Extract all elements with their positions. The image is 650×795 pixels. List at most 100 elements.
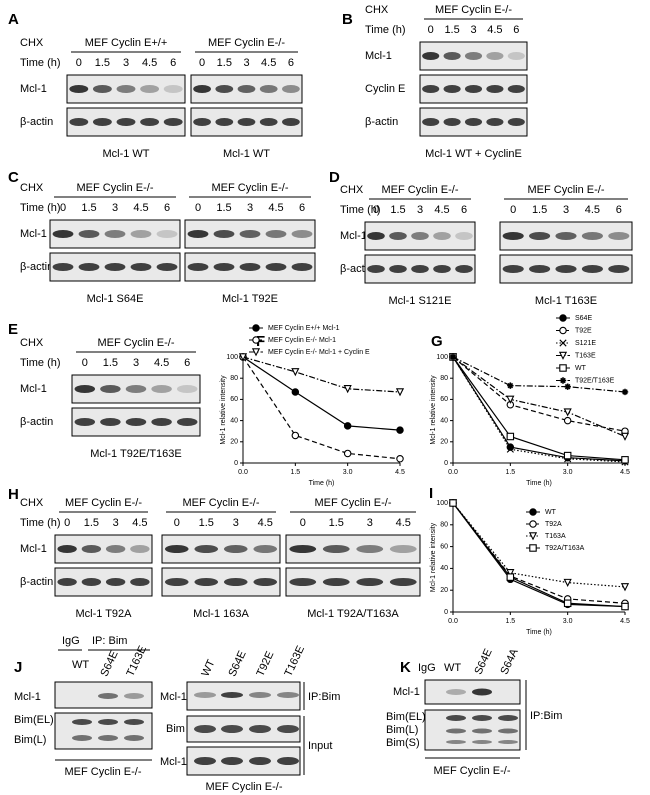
band <box>498 740 518 744</box>
series-line <box>452 356 626 393</box>
lane-label: 6 <box>184 357 190 369</box>
band <box>98 693 118 699</box>
x-axis-label: Time (h) <box>526 629 552 636</box>
band <box>187 230 209 238</box>
x-tick-label: 3.0 <box>343 469 353 476</box>
panel-label: F <box>256 333 265 350</box>
lane-label: 6 <box>164 202 170 214</box>
marker <box>506 445 514 453</box>
band <box>164 545 189 553</box>
time-label: Time (h) <box>20 357 61 369</box>
y-tick-label: 0 <box>234 460 238 467</box>
chx-label: CHX <box>20 182 44 194</box>
marker <box>563 599 572 608</box>
lane-label: 6 <box>299 202 305 214</box>
x-axis-label: Time (h) <box>309 480 335 487</box>
legend-label: T92A/T163A <box>545 545 585 552</box>
band <box>446 740 466 744</box>
lane-label: 4.5 <box>154 357 169 369</box>
band <box>78 230 100 238</box>
band <box>249 757 271 765</box>
band <box>193 85 211 93</box>
band <box>464 85 483 93</box>
lane-label: WT <box>72 659 89 671</box>
band <box>498 715 518 721</box>
marker <box>252 324 260 332</box>
chx-label: CHX <box>20 37 44 49</box>
band <box>291 263 313 271</box>
band <box>163 85 183 93</box>
row-label: Bim(L) <box>14 734 46 746</box>
caption: Mcl-1 T92E/T163E <box>90 448 182 460</box>
chx-label: CHX <box>20 497 44 509</box>
row-label: Mcl-1 <box>20 228 47 240</box>
marker <box>621 602 629 611</box>
legend-label: WT <box>575 365 587 372</box>
caption: MEF Cyclin E-/- <box>65 766 142 778</box>
band <box>282 85 300 93</box>
marker <box>564 383 571 390</box>
row-label: Mcl-1 <box>20 383 47 395</box>
group-title: MEF Cyclin E-/- <box>212 182 289 194</box>
band <box>221 692 243 698</box>
band <box>581 232 603 240</box>
marker <box>529 544 537 552</box>
x-tick-label: 3.0 <box>563 469 573 476</box>
lane-label: 6 <box>461 204 467 216</box>
marker <box>621 388 629 396</box>
marker <box>558 351 568 360</box>
lane-label: 0 <box>195 202 201 214</box>
band <box>151 418 172 426</box>
band <box>223 545 248 553</box>
band <box>124 693 144 699</box>
band <box>608 232 630 240</box>
y-tick-label: 20 <box>230 439 238 446</box>
marker <box>343 449 352 458</box>
band <box>237 85 256 93</box>
panel-label: I <box>429 485 433 502</box>
band <box>486 118 504 126</box>
chx-label: CHX <box>365 4 389 16</box>
lane-label: 0 <box>60 202 66 214</box>
band <box>72 719 92 725</box>
band <box>322 578 350 586</box>
row-label: Cyclin E <box>365 83 405 95</box>
chx-label: CHX <box>20 337 44 349</box>
band <box>443 52 461 60</box>
band <box>104 230 126 238</box>
band <box>194 692 216 698</box>
band <box>215 118 234 126</box>
lane-label: 1.5 <box>199 517 214 529</box>
marker <box>343 422 352 430</box>
marker <box>238 353 248 362</box>
lane-label: S64E <box>226 649 248 678</box>
band <box>411 232 429 240</box>
series-line <box>242 356 401 460</box>
series-line <box>242 356 401 393</box>
band <box>124 719 144 725</box>
band <box>57 545 77 553</box>
band <box>221 725 243 733</box>
band <box>92 85 112 93</box>
band <box>277 757 299 765</box>
group-title: MEF Cyclin E-/- <box>435 4 512 16</box>
legend-label: T163A <box>545 533 566 540</box>
legend-label: MEF Cyclin E-/- Mcl-1 + Cyclin E <box>268 349 370 356</box>
input-label: Input <box>308 740 332 752</box>
band <box>130 578 150 586</box>
lane-label: 1.5 <box>217 57 232 69</box>
legend-label: MEF Cyclin E-/- Mcl-1 <box>268 337 336 344</box>
band <box>472 715 492 721</box>
band <box>124 735 144 741</box>
y-tick-label: 60 <box>440 396 448 403</box>
band <box>555 232 577 240</box>
caption: Mcl-1 WT + CyclinE <box>425 148 522 160</box>
row-label: Mcl-1 <box>340 230 367 242</box>
group-title: MEF Cyclin E-/- <box>77 182 154 194</box>
series-line <box>452 502 626 608</box>
band <box>433 232 451 240</box>
band <box>81 545 102 553</box>
series-line <box>452 502 626 604</box>
time-label: Time (h) <box>20 517 61 529</box>
row-label: Mcl-1 <box>365 50 392 62</box>
